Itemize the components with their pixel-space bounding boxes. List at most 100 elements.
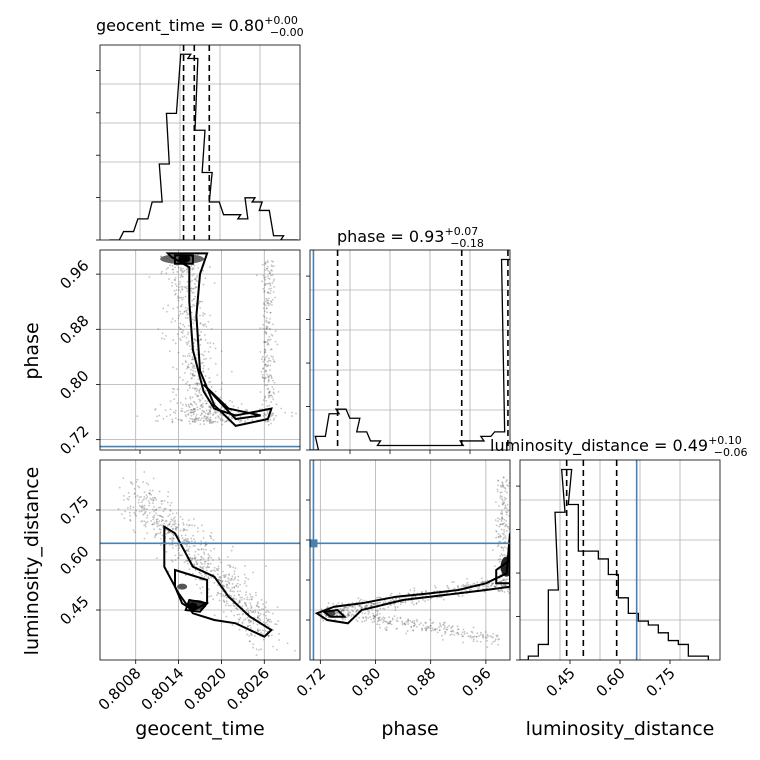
sample-point: [159, 544, 162, 546]
sample-point: [360, 598, 363, 601]
contour-line: [202, 383, 261, 421]
sample-point: [188, 568, 191, 571]
sample-point: [268, 391, 271, 394]
sample-point: [193, 374, 196, 377]
sample-point: [193, 418, 196, 421]
sample-point: [410, 626, 413, 629]
sample-point: [198, 548, 200, 551]
sample-point: [164, 507, 167, 510]
sample-point: [444, 632, 446, 635]
sample-point: [160, 270, 163, 273]
sample-point: [217, 416, 220, 419]
sample-point: [387, 622, 390, 625]
sample-point: [355, 618, 358, 621]
sample-point: [204, 418, 207, 420]
sample-point: [379, 596, 382, 599]
sample-point: [202, 568, 205, 571]
sample-point: [204, 545, 207, 547]
sample-point: [266, 326, 269, 328]
sample-point: [228, 414, 231, 417]
sample-point: [286, 662, 288, 664]
sample-point: [243, 582, 246, 585]
sample-point: [168, 278, 170, 280]
sample-point: [209, 549, 212, 552]
sample-point: [158, 514, 161, 517]
sample-point: [265, 601, 268, 604]
sample-point: [506, 590, 509, 593]
sample-point: [450, 626, 453, 629]
sample-point: [477, 587, 480, 590]
sample-point: [503, 486, 506, 489]
sample-point: [274, 330, 277, 332]
sample-point: [500, 546, 503, 549]
sample-point: [376, 609, 379, 612]
sample-point: [261, 403, 264, 406]
sample-point: [147, 492, 150, 495]
sample-point: [182, 275, 184, 278]
sample-point: [504, 535, 507, 538]
sample-point: [175, 544, 177, 547]
sample-point: [505, 511, 508, 513]
sample-point: [335, 612, 338, 614]
sample-point: [247, 611, 250, 614]
sample-point: [385, 620, 388, 623]
sample-point: [501, 579, 504, 582]
sample-point: [140, 510, 143, 512]
sample-point: [172, 517, 175, 520]
sample-point: [373, 615, 376, 618]
density-contours: [314, 533, 510, 625]
sample-point: [503, 579, 506, 582]
sample-point: [502, 579, 505, 582]
sample-point: [214, 390, 217, 393]
sample-point: [267, 304, 270, 307]
sample-point: [486, 585, 489, 588]
sample-point: [194, 286, 197, 289]
sample-point: [457, 587, 459, 589]
sample-point: [191, 524, 193, 527]
sample-point: [134, 513, 137, 516]
sample-point: [265, 369, 268, 372]
sample-point: [173, 520, 176, 523]
sample-point: [143, 512, 146, 515]
sample-point: [340, 610, 343, 613]
sample-point: [169, 520, 172, 523]
sample-point: [152, 510, 155, 513]
sample-point: [431, 627, 434, 630]
sample-point: [492, 641, 494, 643]
sample-point: [202, 410, 205, 413]
sample-point: [450, 633, 453, 636]
sample-point: [186, 367, 188, 370]
sample-point: [269, 292, 272, 295]
sample-point: [361, 606, 363, 609]
sample-point: [250, 611, 253, 614]
sample-point: [351, 613, 353, 616]
sample-point: [461, 635, 464, 638]
density-peak: [177, 583, 188, 590]
sample-point: [210, 407, 213, 409]
sample-point: [206, 415, 209, 418]
sample-point: [241, 596, 244, 599]
sample-point: [267, 343, 270, 346]
sample-point: [502, 501, 505, 504]
sample-point: [265, 325, 268, 328]
sample-point: [227, 587, 230, 589]
sample-point: [482, 585, 485, 588]
sample-point: [198, 382, 201, 385]
sample-point: [168, 543, 171, 546]
sample-point: [233, 594, 236, 597]
sample-point: [175, 288, 178, 291]
sample-point: [181, 288, 184, 291]
sample-point: [444, 631, 447, 633]
sample-point: [150, 493, 153, 496]
sample-point: [363, 620, 366, 623]
sample-point: [280, 407, 283, 410]
sample-point: [193, 338, 196, 341]
sample-point: [385, 628, 388, 631]
sample-point: [147, 499, 150, 502]
sample-point: [244, 409, 247, 411]
sample-point: [266, 384, 269, 387]
sample-point: [384, 627, 387, 630]
sample-point: [188, 553, 191, 556]
sample-point: [223, 600, 225, 603]
sample-point: [194, 388, 197, 391]
